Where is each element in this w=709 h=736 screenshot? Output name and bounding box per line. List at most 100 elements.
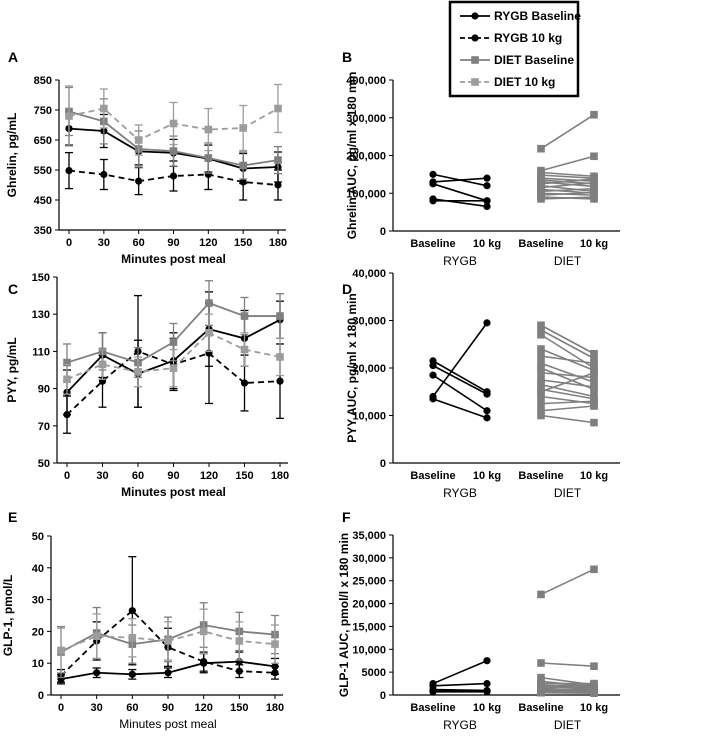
rygb-10kg-point [483,414,491,422]
rygb-10kg-point [483,657,491,665]
data-point [169,364,178,372]
diet-baseline-point [537,195,545,203]
x-tick-label: 30 [98,237,110,249]
x-tick-label: 90 [167,237,179,249]
y-tick-label: 110 [32,346,50,358]
diet-baseline-point [537,590,545,599]
rygb-pair-line [432,398,488,419]
rygb-baseline-point [429,362,437,370]
rygb-pair-line [432,322,488,397]
data-point [169,147,178,155]
diet-pair-line [540,400,595,405]
y-tick-label: 70 [38,421,50,433]
panel-letter-b: B [342,49,352,65]
diet-baseline-point [537,364,545,372]
diet-pair-line [540,684,595,687]
data-point [169,119,178,128]
diet-baseline-point [537,368,545,377]
y-tick-label: 650 [34,135,52,147]
y-tick-label: 30,000 [352,316,386,328]
data-point [276,353,284,361]
diet-10kg-point [590,359,598,368]
rygb-10kg-point [483,182,491,190]
diet-10kg-point [590,373,598,382]
diet-pair-line [540,379,595,388]
data-point [239,161,247,170]
diet-pair-line [540,685,595,689]
rygb-pair-line [432,659,488,685]
y-tick-label: 300,000 [346,113,386,125]
data-point [274,104,282,113]
x-tick-label: 180 [266,702,284,714]
x-tick-label: 0 [58,702,64,714]
y-tick-label: 50 [38,458,50,470]
diet-10kg-point [590,368,598,377]
diet-pair-line [540,171,595,178]
rygb-10kg-point [483,202,491,211]
y-tick-label: 100,000 [346,188,386,200]
y-tick-label: 10 [32,658,44,670]
legend-marker [471,78,479,86]
diet-10kg-point [590,402,598,410]
y-tick-label: 25,000 [352,576,386,588]
legend-marker [471,56,479,64]
diet-baseline-point [537,380,545,389]
rygb-pair-line [432,682,488,687]
y-tick-label: 50 [32,531,44,543]
x-tick-label: Baseline [518,702,563,714]
diet-10kg-point [590,110,598,119]
diet-10kg-point [590,349,598,358]
data-point [205,299,213,307]
data-point [93,669,101,677]
data-point [65,167,73,175]
x-axis-label: Minutes post meal [121,252,226,266]
diet-baseline-point [537,352,545,360]
diet-10kg-point [590,565,598,574]
x-tick-label: Baseline [410,470,455,482]
rygb-10kg-point [483,688,491,696]
x-axis-label: Minutes post meal [121,485,226,499]
data-point [276,377,284,385]
diet-pair-line [540,662,595,667]
data-point [169,338,178,346]
diet-10kg-point [590,152,598,161]
rygb-baseline-point [429,180,437,188]
legend-marker [471,12,479,20]
y-tick-label: 30,000 [352,553,386,565]
diet-pair-line [540,371,595,393]
x-tick-label: 10 kg [580,470,608,482]
diet-10kg-point [590,378,598,387]
y-tick-label: 30 [32,595,44,607]
diet-baseline-point [537,326,545,334]
x-tick-label: 120 [199,237,217,249]
data-point [239,178,247,186]
diet-pair-line [540,355,595,365]
y-tick-label: 20,000 [352,363,386,375]
diet-10kg-point [590,383,598,391]
data-point [98,360,107,369]
x-tick-label: Baseline [410,702,455,714]
y-tick-label: 10,000 [352,411,386,423]
legend-marker [471,34,479,42]
diet-10kg-point [590,689,598,697]
data-point [57,646,65,655]
group-label-diet: DIET [554,718,582,732]
y-axis-label: GLP-1 AUC, pmol/l x 180 min [337,533,351,697]
legend-label: DIET Baseline [494,53,574,67]
y-tick-label: 850 [34,75,52,87]
x-tick-label: 0 [64,470,70,482]
y-axis-label: Ghrelin, pg/mL [5,113,19,198]
y-tick-label: 0 [380,226,386,238]
legend-label: RYGB Baseline [494,9,581,23]
diet-pair-line [540,191,595,196]
x-tick-label: 0 [66,237,72,249]
rygb-pair-line [432,177,488,183]
rygb-baseline-point [429,688,437,696]
diet-baseline-point [537,376,545,384]
data-point [240,312,249,320]
diet-baseline-point [537,406,545,415]
y-tick-label: 20 [32,626,44,638]
y-axis-label: PYY AUC, pg/ml x 180 min [345,293,359,442]
data-point [240,345,249,354]
